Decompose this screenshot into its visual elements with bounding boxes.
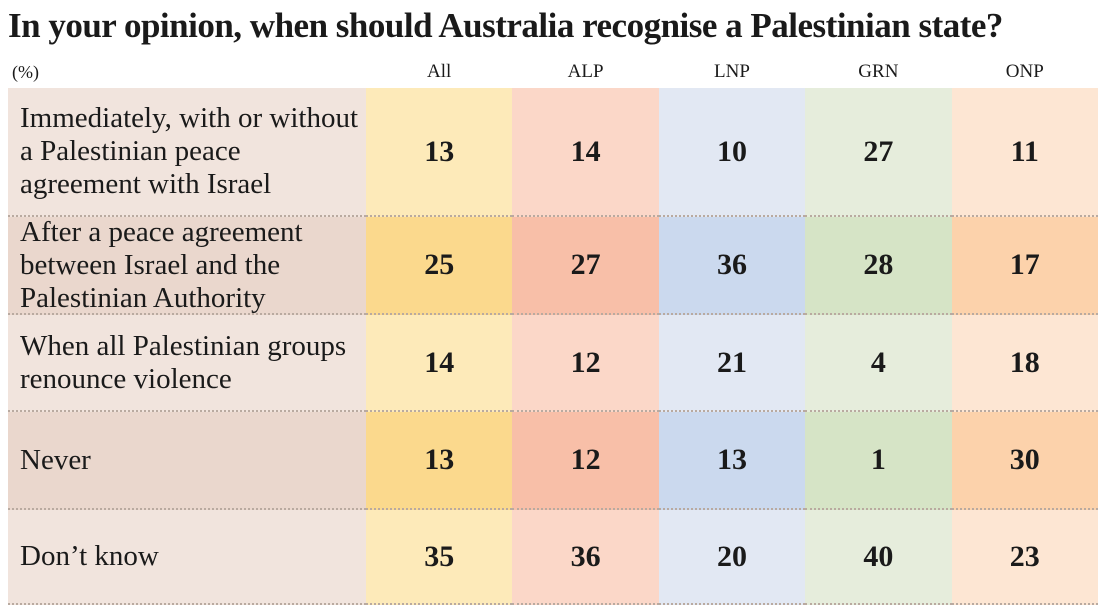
row-label: When all Palestinian groups renounce vio… (8, 315, 366, 412)
column-header: ALP (567, 61, 604, 82)
cell-value: 28 (805, 217, 952, 315)
column-header: ONP (1005, 61, 1044, 82)
cell-value: 40 (805, 510, 952, 605)
cell-value: 36 (658, 217, 806, 315)
cell-value: 13 (658, 412, 806, 510)
row-label: After a peace agreement between Israel a… (8, 216, 366, 315)
cell-value: 12 (512, 315, 659, 412)
cell-value: 13 (366, 88, 513, 217)
cell-value: 35 (366, 510, 513, 605)
cell-value: 1 (805, 412, 952, 510)
cell-value: 17 (951, 217, 1098, 315)
row-label: Never (8, 412, 366, 510)
cell-value: 12 (512, 412, 659, 510)
cell-value: 11 (951, 88, 1098, 217)
row-label: Immediately, with or without a Palestini… (8, 88, 366, 217)
cell-value: 4 (805, 315, 952, 412)
cell-value: 27 (805, 88, 952, 217)
cell-value: 13 (366, 412, 513, 510)
column-header: GRN (858, 61, 899, 82)
row-label: Don’t know (8, 510, 366, 605)
unit-label: (%) (12, 61, 39, 82)
column-header: LNP (714, 61, 750, 82)
cell-value: 23 (951, 510, 1098, 605)
title: In your opinion, when should Australia r… (8, 6, 1003, 45)
cell-value: 21 (658, 315, 806, 412)
table: (%) All ALP LNP GRN ONP Immediately, with or … (8, 56, 1098, 605)
cell-value: 20 (658, 510, 806, 605)
cell-value: 27 (512, 217, 659, 315)
cell-value: 30 (951, 412, 1098, 510)
cell-value: 25 (366, 217, 513, 315)
cell-value: 18 (951, 315, 1098, 412)
cell-value: 10 (658, 88, 806, 217)
column-header: All (427, 61, 452, 82)
cell-value: 14 (512, 88, 659, 217)
cell-value: 36 (512, 510, 659, 605)
cell-value: 14 (366, 315, 513, 412)
